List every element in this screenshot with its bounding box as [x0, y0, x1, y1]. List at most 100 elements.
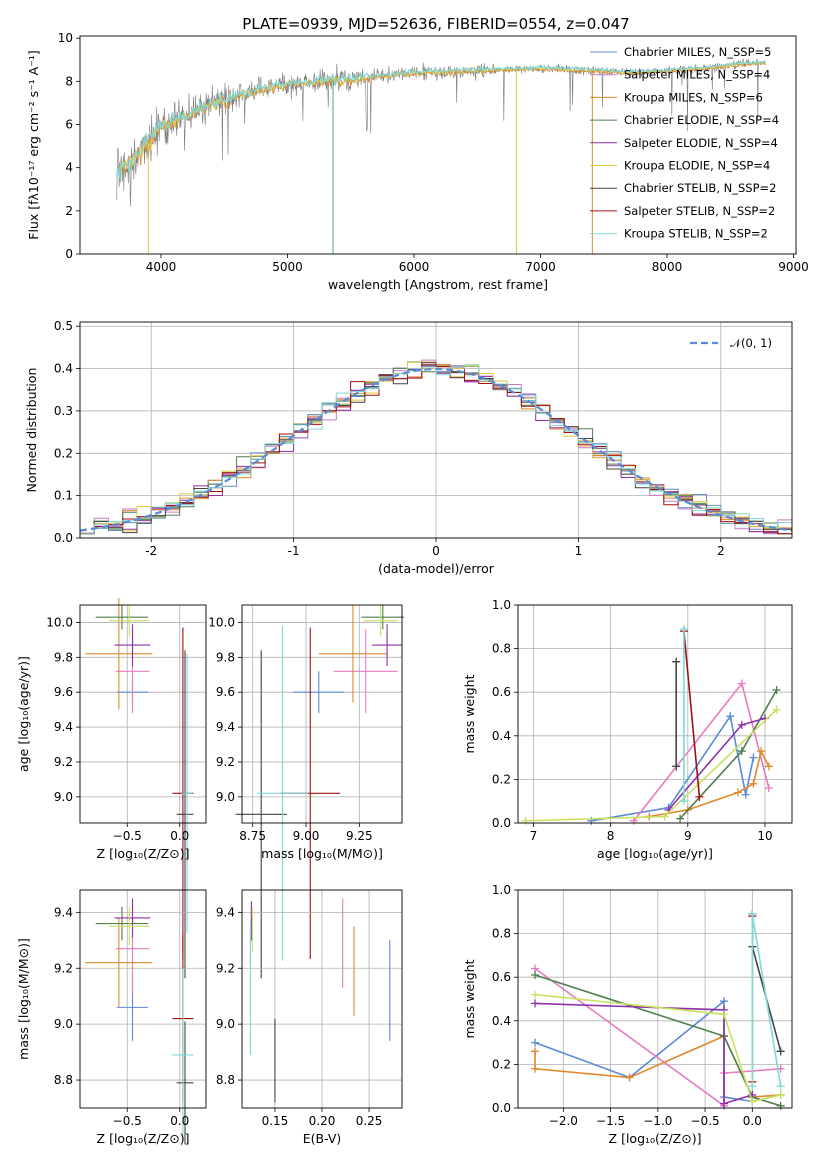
x-tick-label: 5000 [272, 260, 303, 274]
axes-frame [79, 35, 797, 255]
y-tick-label: 6 [65, 117, 73, 131]
legend-label: Kroupa MILES, N_SSP=6 [624, 90, 763, 104]
weight-point-marker [531, 971, 540, 980]
weight-series-line [667, 717, 766, 811]
weight-point-marker [776, 1101, 785, 1110]
x-tick-label: 8000 [652, 260, 683, 274]
weight-point-marker [737, 679, 746, 688]
plot-area [521, 624, 781, 825]
plot-area [235, 605, 405, 979]
weight-point-marker [737, 747, 746, 756]
axes-frame [517, 604, 793, 824]
y-tick-label: 8.8 [54, 1073, 73, 1087]
y-tick-label: 9.0 [54, 790, 73, 804]
y-tick-label: 4 [65, 161, 73, 175]
weight-point-marker [679, 624, 688, 633]
y-tick-label: 10.0 [46, 615, 73, 629]
weight-point-marker [531, 999, 540, 1008]
legend-label: Chabrier STELIB, N_SSP=2 [624, 181, 776, 195]
x-tick-label: 0.0 [743, 1114, 762, 1128]
y-tick-label: 9.4 [216, 905, 235, 919]
plot-area [79, 359, 793, 538]
weight-series-line [534, 974, 781, 1107]
y-tick-label: 0.0 [492, 1101, 511, 1115]
axes-frame [241, 604, 403, 824]
y-tick-label: 2 [65, 204, 73, 218]
weight-point-marker [531, 1064, 540, 1073]
x-axis-label: (data-model)/error [378, 561, 495, 576]
weight-series-line [534, 1002, 753, 1105]
y-axis-label: Flux [fλ10⁻¹⁷ erg cm⁻² s⁻¹ A⁻¹] [26, 50, 41, 239]
y-tick-label: 10 [58, 31, 73, 45]
weight-point-marker [776, 1082, 785, 1091]
weight-point-marker [772, 686, 781, 695]
axes-frame [517, 889, 793, 1109]
mass-vs-metallicity-panel: −0.5 0.0 8.8 9.0 9.2 9.4 Z [log₁₀(Z/Z⊙)] mass [… [16, 889, 207, 1146]
spectrum-title: PLATE=0939, MJD=52636, FIBERID=0554, z=0… [242, 15, 629, 33]
weight-point-marker [625, 1073, 634, 1082]
y-tick-label: 9.4 [54, 905, 73, 919]
x-axis-label: age [log₁₀(age/yr)] [597, 846, 713, 861]
y-tick-label: 1.0 [492, 598, 511, 612]
legend-label: Kroupa STELIB, N_SSP=2 [624, 227, 768, 241]
weight-point-marker [719, 1099, 728, 1108]
x-tick-label: 9 [684, 829, 692, 843]
weight-point-marker [749, 779, 758, 788]
x-axis-label: Z [log₁₀(Z/Z⊙)] [97, 846, 190, 861]
y-tick-label: 1.0 [492, 883, 511, 897]
x-tick-label: 1 [575, 544, 583, 558]
x-axis-label: mass [log₁₀(M/M⊙)] [261, 846, 383, 861]
weight-point-marker [679, 797, 688, 806]
weight-point-marker [695, 792, 704, 801]
x-tick-label: −0.5 [691, 1114, 720, 1128]
y-tick-label: 0.1 [54, 489, 73, 503]
x-tick-label: 0.0 [170, 829, 189, 843]
weight-point-marker [776, 1047, 785, 1056]
weight-point-marker [672, 762, 681, 771]
plot-area [531, 909, 785, 1110]
weight-point-marker [726, 712, 735, 721]
x-tick-label: 9000 [778, 260, 809, 274]
weight-series-line [683, 631, 701, 797]
legend-label: Chabrier MILES, N_SSP=5 [624, 45, 771, 59]
x-tick-label: 8.75 [239, 829, 266, 843]
weight-series-line [633, 681, 770, 822]
y-tick-label: 9.0 [216, 1017, 235, 1031]
y-axis-label: mass weight [462, 959, 477, 1038]
age-vs-metallicity-panel: −0.5 0.0 9.0 9.2 9.4 9.6 9.8 10.0 Z [log₁₀(Z/Z⊙)… [16, 598, 207, 979]
x-tick-label: 7000 [525, 260, 556, 274]
model-spectrum-line [116, 60, 766, 179]
weight-series-line [649, 748, 770, 818]
x-tick-label: 10 [757, 829, 772, 843]
weight-point-marker [521, 816, 530, 825]
x-tick-label: −0.5 [113, 829, 142, 843]
x-tick-label: 0.20 [309, 1114, 336, 1128]
legend-label: Salpeter STELIB, N_SSP=2 [624, 204, 775, 218]
x-tick-label: -2 [145, 544, 157, 558]
age-vs-mass-panel: 8.75 9.00 9.25 9.0 9.2 9.4 9.6 9.8 10.0 mass [log… [208, 604, 405, 979]
x-axis-label: wavelength [Angstrom, rest frame] [328, 277, 548, 292]
y-tick-label: 0.4 [492, 729, 511, 743]
plot-area [85, 898, 194, 1145]
y-tick-label: 0.2 [492, 1057, 511, 1071]
weight-point-marker [719, 997, 728, 1006]
weight-point-marker [748, 909, 757, 918]
y-tick-label: 8.8 [216, 1073, 235, 1087]
y-tick-label: 0.2 [54, 446, 73, 460]
y-tick-label: 0.4 [54, 362, 73, 376]
y-axis-label: mass weight [462, 674, 477, 753]
x-tick-label: 0.25 [356, 1114, 383, 1128]
x-tick-label: −0.5 [113, 1114, 142, 1128]
y-tick-label: 9.8 [54, 650, 73, 664]
weight-point-marker [660, 812, 669, 821]
weight-point-marker [776, 1090, 785, 1099]
weight-point-marker [672, 657, 681, 666]
axes-frame [79, 889, 207, 1109]
weight-series-line [534, 993, 781, 1103]
legend-label: 𝒩(0, 1) [730, 336, 772, 350]
weight-point-marker [764, 784, 773, 793]
weight-point-marker [531, 990, 540, 999]
y-tick-label: 9.6 [216, 685, 235, 699]
y-tick-label: 0.0 [492, 816, 511, 830]
weight-vs-age-panel: 7 8 9 10 0.0 0.2 0.4 0.6 0.8 1.0 age [log₁₀(age/yr… [462, 598, 793, 861]
